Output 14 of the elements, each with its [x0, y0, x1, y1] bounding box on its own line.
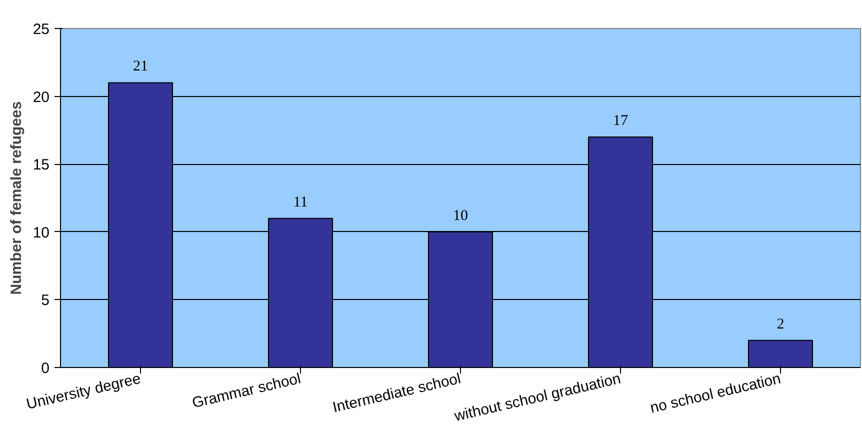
- data-label: 21: [133, 58, 148, 75]
- x-tick-label: no school education: [648, 370, 782, 417]
- y-tick-label: 10: [32, 224, 50, 242]
- y-tick-label: 20: [32, 88, 50, 106]
- data-label: 17: [613, 112, 628, 129]
- data-label: 11: [293, 194, 308, 210]
- data-label: 10: [453, 208, 468, 224]
- y-tick-label: 15: [32, 156, 50, 174]
- data-label: 2: [776, 316, 784, 332]
- y-tick-label: 5: [41, 292, 50, 310]
- y-tick-label: 25: [32, 21, 50, 38]
- y-tick-label: 0: [41, 360, 50, 377]
- x-tick-label: Grammar school: [190, 370, 302, 412]
- y-axis-title: Number of female refugees: [8, 101, 25, 295]
